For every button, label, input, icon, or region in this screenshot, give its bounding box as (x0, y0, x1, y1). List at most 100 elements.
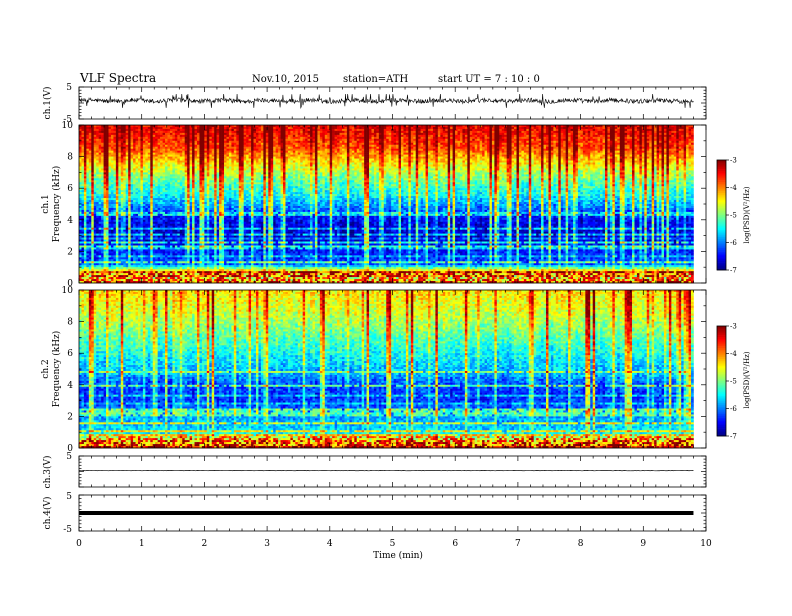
spectrogram-cell (83, 136, 87, 140)
spectrogram-cell (216, 126, 220, 130)
spectrogram-cell (506, 132, 510, 136)
spectrogram-cell (287, 134, 291, 138)
spectrogram-cell (147, 160, 151, 163)
spectrogram-cell (233, 160, 237, 163)
spectrogram-cell (484, 138, 488, 142)
spectrogram-cell (231, 144, 235, 148)
spectrogram-cell (295, 128, 299, 132)
spectrogram-cell (182, 156, 185, 159)
spectrogram-cell (393, 136, 397, 140)
spectrogram-cell (263, 126, 267, 130)
spectrogram-cell (673, 146, 677, 149)
spectrogram-cell (160, 140, 163, 144)
spectrogram-cell (518, 154, 522, 157)
spectrogram-cell (120, 162, 124, 165)
spectrogram-cell (538, 134, 542, 138)
spectrogram-cell (595, 144, 598, 148)
spectrogram-cell (644, 134, 648, 138)
spectrogram-cell (575, 160, 579, 163)
spectrogram-cell (359, 126, 362, 130)
spectrogram-cell (98, 154, 102, 157)
spectrogram-cell (386, 126, 389, 130)
spectrogram-cell (435, 158, 439, 161)
spectrogram-cell (378, 148, 382, 151)
spectrogram-cell (79, 142, 82, 146)
spectrogram-cell (518, 150, 522, 153)
spectrogram-cell (160, 134, 163, 138)
spectrogram-cell (582, 160, 586, 163)
spectrogram-cell (590, 144, 593, 148)
spectrogram-cell (678, 142, 682, 146)
spectrogram-cell (226, 125, 230, 128)
spectrogram-cell (324, 156, 328, 159)
spectrogram-cell (324, 134, 328, 138)
spectrogram-cell (651, 134, 655, 138)
spectrogram-cell (614, 142, 618, 146)
spectrogram-cell (177, 152, 181, 155)
spectrogram-cell (575, 126, 579, 130)
spectrogram-cell (305, 140, 308, 144)
spectrogram-cell (110, 154, 114, 157)
spectrogram-cell (280, 150, 284, 153)
spectrogram-cell (504, 146, 507, 149)
spectrogram-cell (334, 140, 338, 144)
spectrogram-cell (241, 160, 244, 163)
spectrogram-cell (391, 148, 394, 151)
spectrogram-cell (83, 138, 87, 142)
spectrogram-cell (447, 130, 451, 134)
spectrogram-cell (597, 140, 601, 144)
spectrogram-cell (263, 136, 267, 140)
spectrogram-cell (337, 146, 340, 149)
spectrogram-cell (278, 146, 281, 149)
spectrogram-cell (258, 144, 262, 148)
spectrogram-cell (204, 126, 208, 130)
spectrogram-cell (607, 144, 611, 148)
spectrogram-cell (145, 132, 149, 136)
spectrogram-cell (418, 126, 421, 130)
spectrogram-cell (196, 136, 200, 140)
spectrogram-cell (106, 160, 109, 163)
spectrogram-cell (602, 125, 606, 128)
spectrogram-cell (501, 146, 505, 149)
spectrogram-cell (327, 160, 330, 163)
spectrogram-cell (152, 136, 156, 140)
spectrogram-cell (263, 138, 267, 142)
spectrogram-cell (312, 156, 316, 159)
spectrogram-cell (361, 136, 365, 140)
spectrogram-cell (587, 142, 591, 146)
spectrogram-cell (300, 148, 303, 151)
spectrogram-cell (246, 134, 249, 138)
spectrogram-cell (474, 138, 478, 142)
spectrogram-cell (587, 136, 591, 140)
spectrogram-cell (501, 142, 505, 146)
spectrogram-cell (383, 132, 387, 136)
spectrogram-cell (442, 146, 446, 149)
spectrogram-cell (182, 152, 185, 155)
spectrogram-cell (128, 142, 131, 146)
spectrogram-cell (145, 146, 149, 149)
spectrogram-cell (165, 162, 168, 165)
spectrogram-cell (688, 158, 692, 161)
spectrogram-cell (526, 130, 530, 134)
spectrogram-cell (474, 130, 478, 134)
spectrogram-cell (595, 138, 598, 142)
spectrogram-cell (381, 156, 385, 159)
spectrogram-cell (204, 156, 208, 159)
spectrogram-cell (91, 152, 95, 155)
spectrogram-cell (563, 125, 566, 128)
spectrogram-cell (487, 148, 490, 151)
spectrogram-cell (123, 134, 126, 138)
spectrogram-cell (260, 152, 264, 155)
spectrogram-cell (398, 158, 402, 161)
spectrogram-cell (587, 150, 591, 153)
spectrogram-cell (137, 150, 141, 153)
spectrogram-cell (688, 130, 692, 134)
spectrogram-cell (381, 160, 385, 163)
spectrogram-cell (410, 144, 414, 148)
spectrogram-cell (346, 132, 350, 136)
spectrogram-cell (582, 136, 586, 140)
spectrogram-cell (681, 142, 684, 146)
spectrogram-cell (420, 130, 424, 134)
spectrogram-cell (398, 136, 402, 140)
spectrogram-cell (93, 126, 97, 130)
